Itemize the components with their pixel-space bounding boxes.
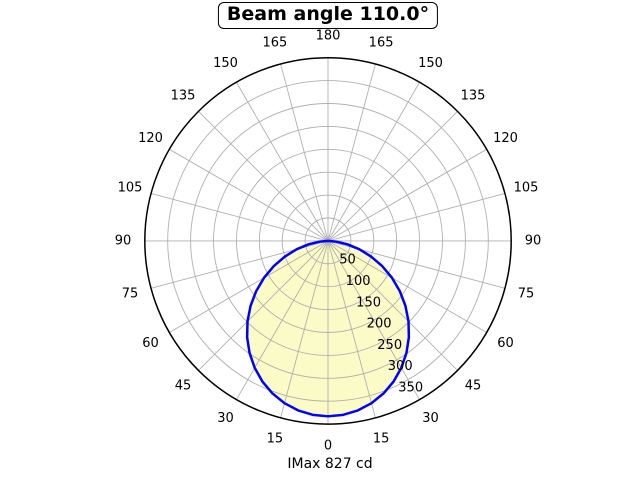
polar-spoke	[280, 63, 329, 242]
polar-spoke	[327, 148, 487, 242]
angle-tick-label: 45	[465, 378, 482, 393]
angle-tick-label: 15	[267, 431, 284, 446]
radial-tick-label: 50	[339, 253, 356, 268]
radial-tick-label: 300	[388, 359, 413, 374]
beam-curve	[245, 239, 411, 418]
radial-tick-label: 100	[346, 274, 371, 289]
angle-tick-label: 105	[118, 180, 143, 195]
angle-tick-label: 60	[142, 336, 159, 351]
angle-tick-label: 60	[497, 336, 514, 351]
radial-tick-label: 250	[377, 338, 402, 353]
polar-spoke	[327, 82, 420, 242]
polar-spoke	[198, 111, 329, 242]
polar-spoke	[280, 240, 329, 418]
angle-tick-label: 135	[171, 88, 196, 103]
polar-spoke	[169, 148, 329, 242]
angle-tick-label: 90	[115, 233, 132, 248]
angle-tick-label: 90	[525, 233, 542, 248]
angle-tick-label: 135	[461, 88, 486, 103]
angle-tick-label: 75	[518, 287, 535, 302]
angle-tick-label: 30	[217, 411, 234, 426]
angle-tick-label: 30	[422, 411, 439, 426]
angle-tick-label: 120	[493, 131, 518, 146]
polar-spoke	[150, 193, 329, 242]
angle-tick-label: 165	[262, 35, 287, 50]
polar-spoke	[327, 111, 458, 242]
radial-tick-label: 200	[367, 317, 392, 332]
angle-tick-label: 150	[418, 56, 443, 71]
polar-spoke	[236, 82, 329, 242]
polar-spoke	[327, 240, 420, 400]
polar-spoke	[198, 240, 329, 371]
imax-label: IMax 827 cd	[287, 456, 373, 472]
polar-spoke	[327, 240, 458, 371]
angle-tick-label: 15	[373, 431, 390, 446]
angle-tick-label: 180	[316, 28, 341, 43]
polar-spoke	[327, 240, 376, 418]
angle-tick-label: 45	[175, 378, 192, 393]
polar-spoke	[327, 240, 487, 333]
polar-outer-circle	[144, 56, 512, 425]
polar-spoke	[327, 63, 376, 242]
polar-spoke	[236, 240, 329, 400]
polar-spoke	[327, 193, 506, 242]
polar-spoke	[169, 240, 329, 333]
angle-tick-label: 0	[324, 438, 332, 453]
angle-tick-label: 165	[369, 35, 394, 50]
angle-tick-label: 120	[138, 131, 163, 146]
radial-tick-label: 350	[398, 381, 423, 396]
angle-tick-label: 150	[213, 56, 238, 71]
chart-title: Beam angle 110.0°	[217, 2, 439, 29]
angle-tick-label: 105	[514, 180, 539, 195]
radial-tick-label: 150	[356, 295, 381, 310]
angle-tick-label: 75	[122, 287, 139, 302]
